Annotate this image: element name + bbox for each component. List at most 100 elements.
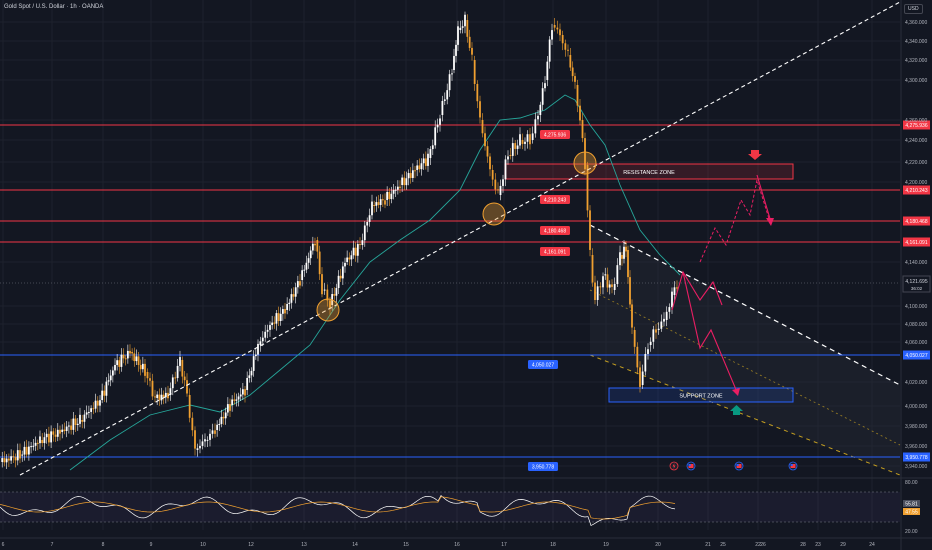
time-tick-label: 20: [655, 542, 661, 548]
candle-body: [266, 329, 269, 332]
candle-body: [120, 354, 123, 367]
candle-body: [109, 375, 112, 381]
candle-body: [279, 313, 282, 321]
horizontal-levels[interactable]: 4,275.936 4,275.936 4,210.243 4,210.243 4,18…: [0, 120, 931, 472]
candle-body: [196, 448, 199, 450]
level-axis-badge: [903, 350, 930, 360]
time-tick-label: 6: [2, 542, 5, 548]
candle-body: [567, 49, 569, 51]
candle-body: [363, 225, 366, 241]
candle-body: [144, 363, 146, 376]
candle-body: [466, 20, 469, 37]
time-tick-label: 29: [840, 542, 846, 548]
candle-body: [176, 365, 179, 379]
projection-rejection: [756, 174, 772, 223]
candle-body: [235, 399, 238, 401]
candle-body: [27, 446, 30, 455]
candle-body: [43, 437, 46, 444]
trendlines[interactable]: [19, 1, 901, 476]
candle-body: [608, 284, 611, 288]
candle-body: [167, 392, 169, 399]
price-tick-label: 3,960.000: [905, 444, 927, 450]
candle-body: [204, 439, 206, 442]
candle-body: [16, 450, 19, 461]
currency-badge[interactable]: USD: [904, 4, 923, 14]
candle-body: [139, 364, 142, 370]
flag-stripes-icon: [790, 464, 796, 468]
candle-body: [79, 414, 81, 424]
candle-body: [333, 294, 336, 296]
candle-body: [341, 266, 344, 279]
candle-body: [441, 100, 444, 115]
candle-body: [350, 255, 353, 260]
candle-body: [36, 442, 39, 444]
candle-body: [299, 281, 301, 286]
candle-body: [504, 159, 507, 180]
candle-body: [141, 363, 144, 370]
candle-body: [551, 30, 553, 40]
candle-body: [32, 445, 35, 447]
candle-body: [50, 431, 53, 443]
candle-body: [47, 433, 50, 443]
candle-body: [305, 262, 308, 270]
candle-body: [326, 289, 329, 301]
candle-body: [160, 394, 163, 401]
time-tick-label: 17: [501, 542, 507, 548]
time-tick-label: 16: [454, 542, 460, 548]
candle-body: [627, 250, 629, 278]
candle-body: [647, 349, 649, 354]
time-tick-label: 7: [51, 542, 54, 548]
time-tick-label: 18: [550, 542, 556, 548]
chart-title: Gold Spot / U.S. Dollar · 1h · OANDA: [4, 4, 104, 10]
candle-body: [429, 149, 432, 158]
candle-body: [375, 202, 378, 206]
candle-body: [401, 177, 404, 185]
candle-body: [259, 341, 262, 345]
level-label-box: [528, 360, 558, 369]
level-label-box: [540, 130, 570, 139]
candle-body: [14, 457, 17, 461]
candle-body: [137, 356, 140, 365]
candle-body: [149, 378, 151, 381]
candle-body: [34, 442, 37, 446]
candle-body: [107, 380, 110, 382]
candle-body: [39, 436, 41, 444]
candle-body: [359, 244, 361, 246]
candle-body: [281, 309, 284, 314]
candle-body: [548, 39, 551, 62]
candle-body: [602, 276, 604, 288]
projection-paths[interactable]: [671, 174, 774, 396]
price-tick-label: 4,360.000: [905, 20, 927, 26]
candle-body: [569, 55, 572, 68]
candle-body: [65, 426, 68, 432]
candle-body: [473, 60, 476, 84]
candle-body: [579, 105, 581, 121]
candle-body: [131, 352, 134, 354]
candle-body: [194, 430, 196, 449]
time-tick-label: 19: [603, 542, 609, 548]
candle-body: [162, 394, 165, 398]
candle-body: [56, 429, 59, 437]
lightning-glyph-icon: [672, 463, 676, 469]
candle-body: [90, 408, 93, 412]
candle-body: [544, 83, 546, 89]
oscillator-tick: 80.00: [905, 480, 918, 486]
candle-body: [5, 458, 8, 463]
candle-body: [335, 288, 338, 296]
event-icons[interactable]: [669, 461, 798, 471]
candle-body: [261, 337, 264, 342]
level-axis-badge: [903, 120, 930, 130]
candle-body: [526, 134, 529, 142]
candle-body: [671, 291, 673, 308]
price-tick-label: 4,100.000: [905, 304, 927, 310]
oscillator-value-label: 47.55: [905, 510, 918, 516]
candle-body: [356, 244, 359, 256]
candle-body: [286, 304, 289, 310]
candlestick-series: [1, 11, 678, 470]
price-tick-label: 4,060.000: [905, 340, 927, 346]
price-zones[interactable]: RESISTANCE ZONE SUPPORT ZONE: [504, 150, 794, 415]
candle-body: [126, 350, 129, 359]
candle-body: [231, 399, 234, 405]
